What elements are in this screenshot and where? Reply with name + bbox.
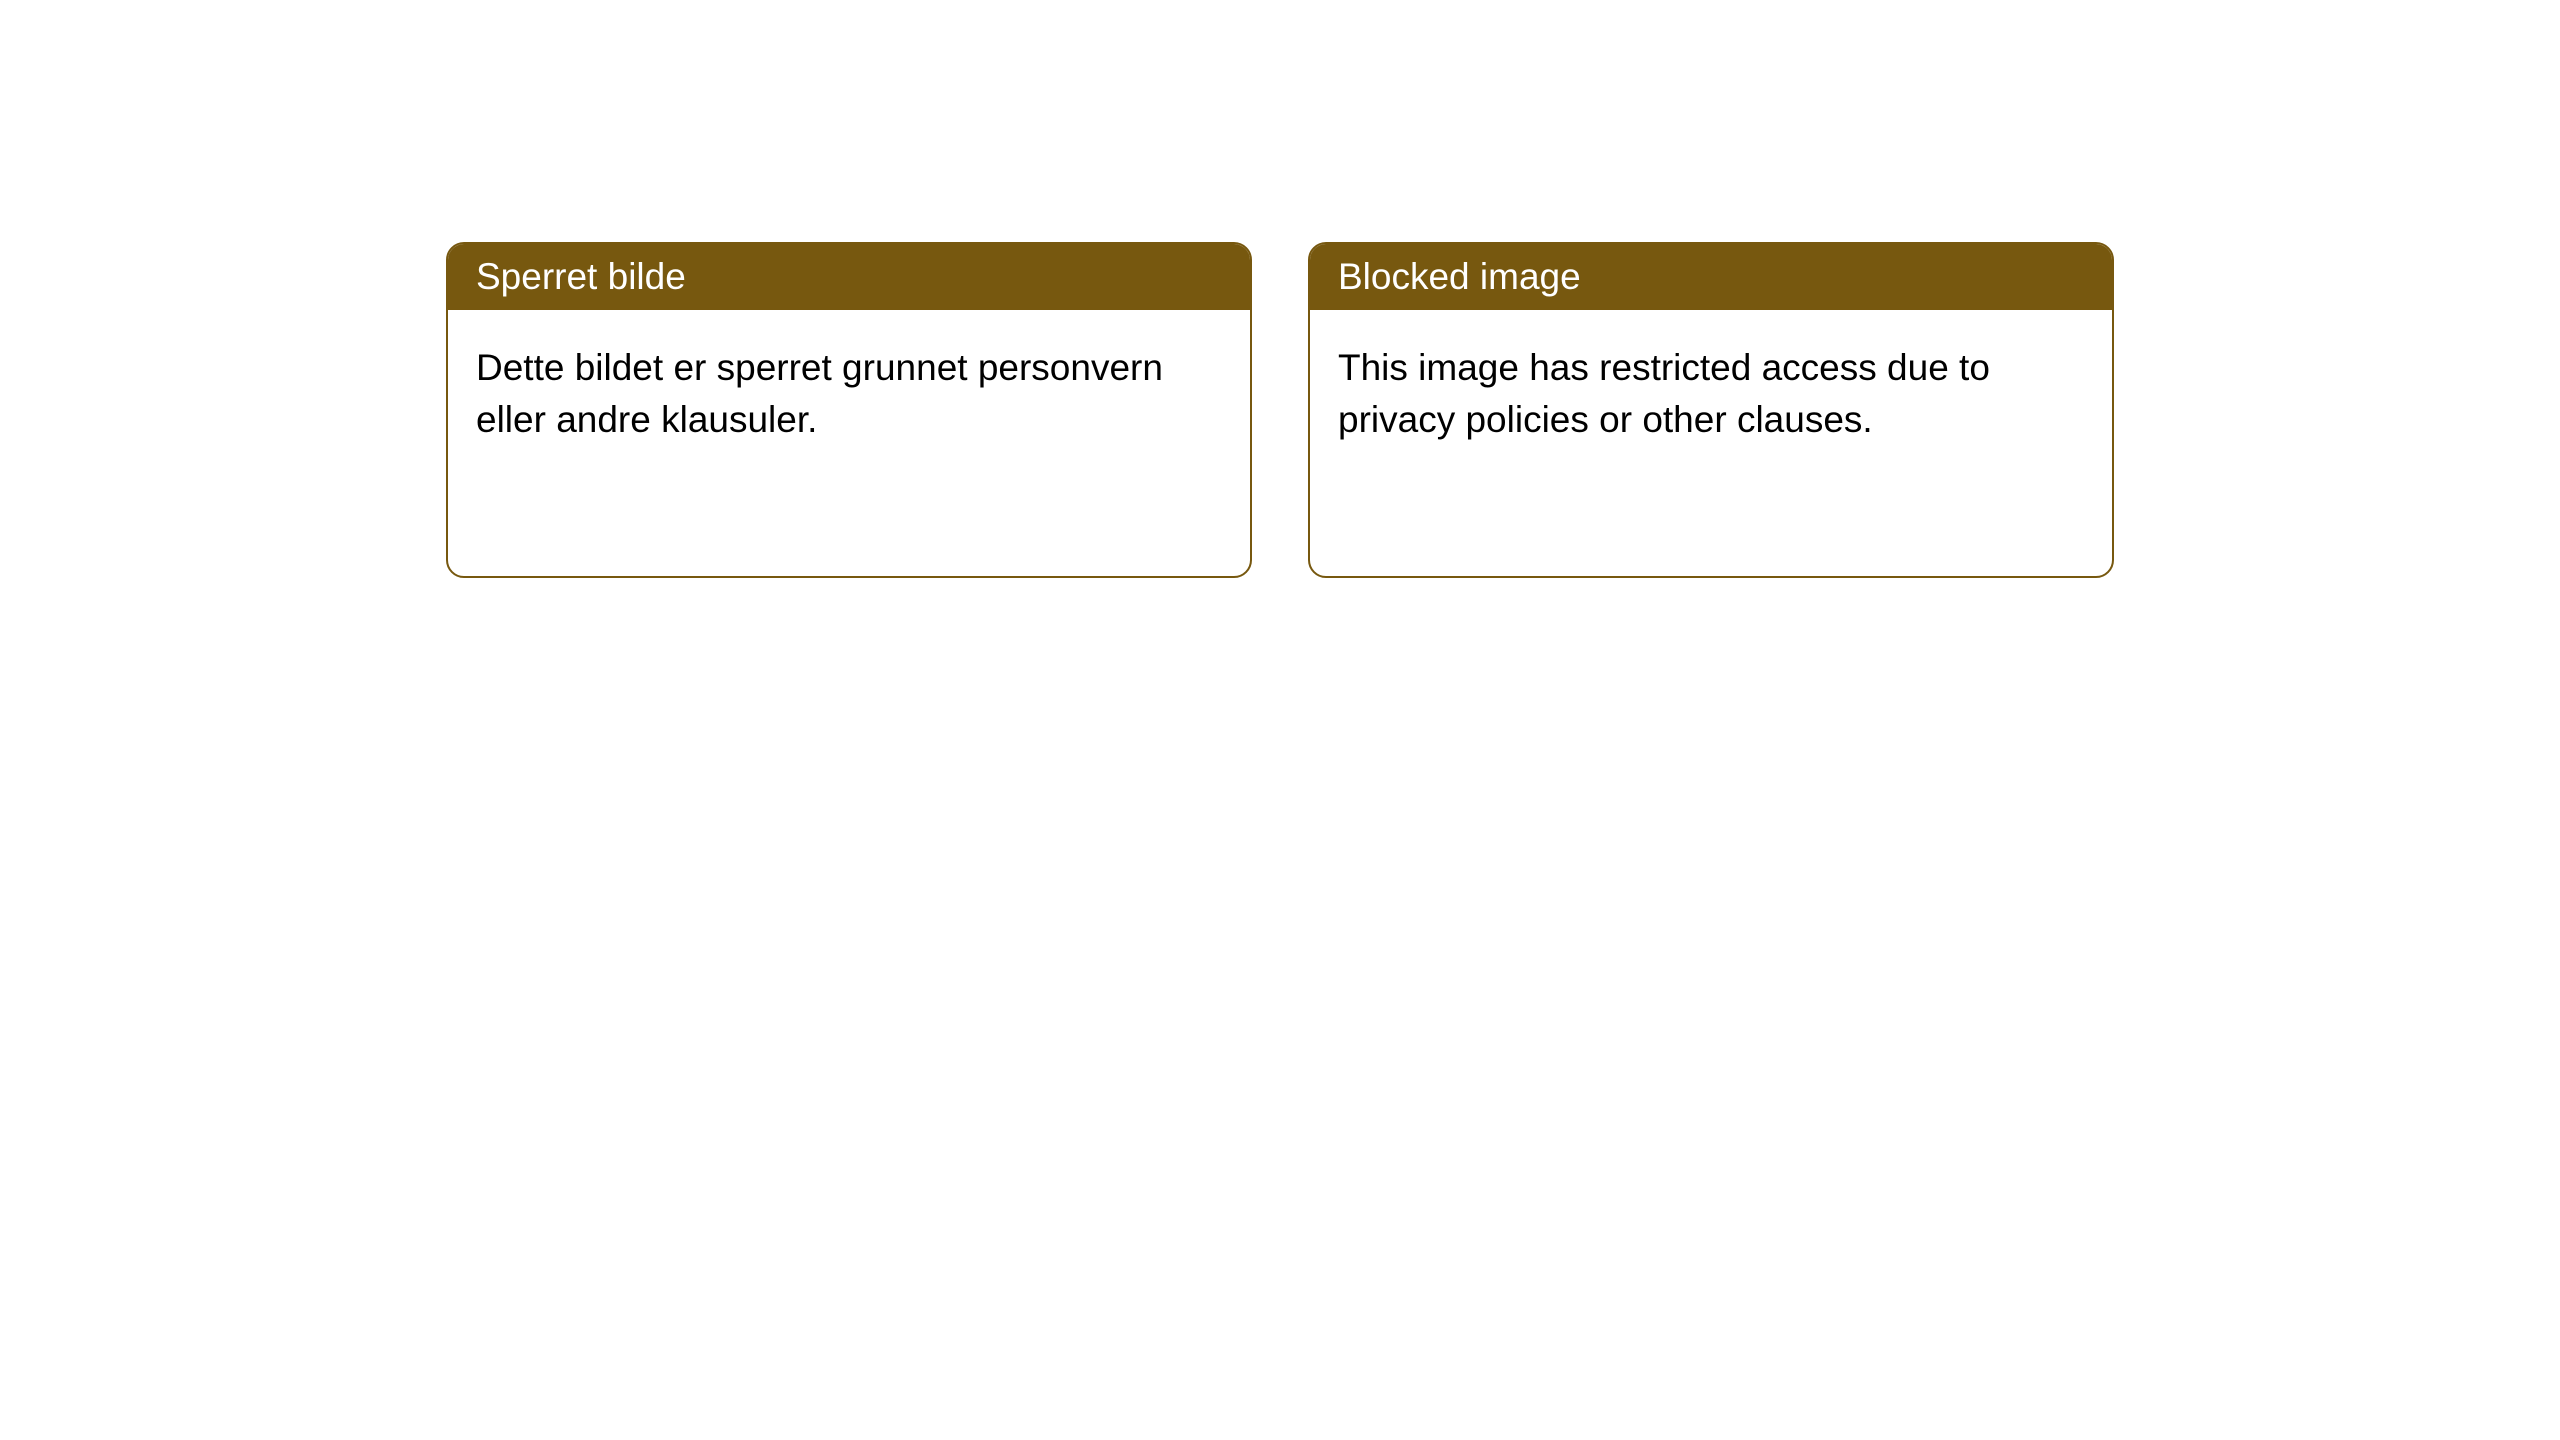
notice-title-english: Blocked image: [1338, 256, 1581, 297]
notice-container: Sperret bilde Dette bildet er sperret gr…: [0, 0, 2560, 578]
notice-body-english: This image has restricted access due to …: [1310, 310, 2112, 478]
notice-header-norwegian: Sperret bilde: [448, 244, 1250, 310]
notice-title-norwegian: Sperret bilde: [476, 256, 686, 297]
notice-card-english: Blocked image This image has restricted …: [1308, 242, 2114, 578]
notice-header-english: Blocked image: [1310, 244, 2112, 310]
notice-text-norwegian: Dette bildet er sperret grunnet personve…: [476, 347, 1163, 440]
notice-text-english: This image has restricted access due to …: [1338, 347, 1990, 440]
notice-card-norwegian: Sperret bilde Dette bildet er sperret gr…: [446, 242, 1252, 578]
notice-body-norwegian: Dette bildet er sperret grunnet personve…: [448, 310, 1250, 478]
